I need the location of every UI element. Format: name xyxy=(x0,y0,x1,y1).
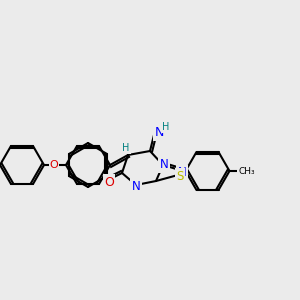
Text: N: N xyxy=(178,167,186,179)
Text: N: N xyxy=(132,179,140,193)
Text: CH₃: CH₃ xyxy=(238,167,255,176)
Text: H: H xyxy=(122,143,130,153)
Text: H: H xyxy=(162,122,170,132)
Text: S: S xyxy=(176,169,184,182)
Text: N: N xyxy=(154,127,164,140)
Text: O: O xyxy=(104,176,114,188)
Text: N: N xyxy=(160,158,168,172)
Text: O: O xyxy=(50,160,58,170)
